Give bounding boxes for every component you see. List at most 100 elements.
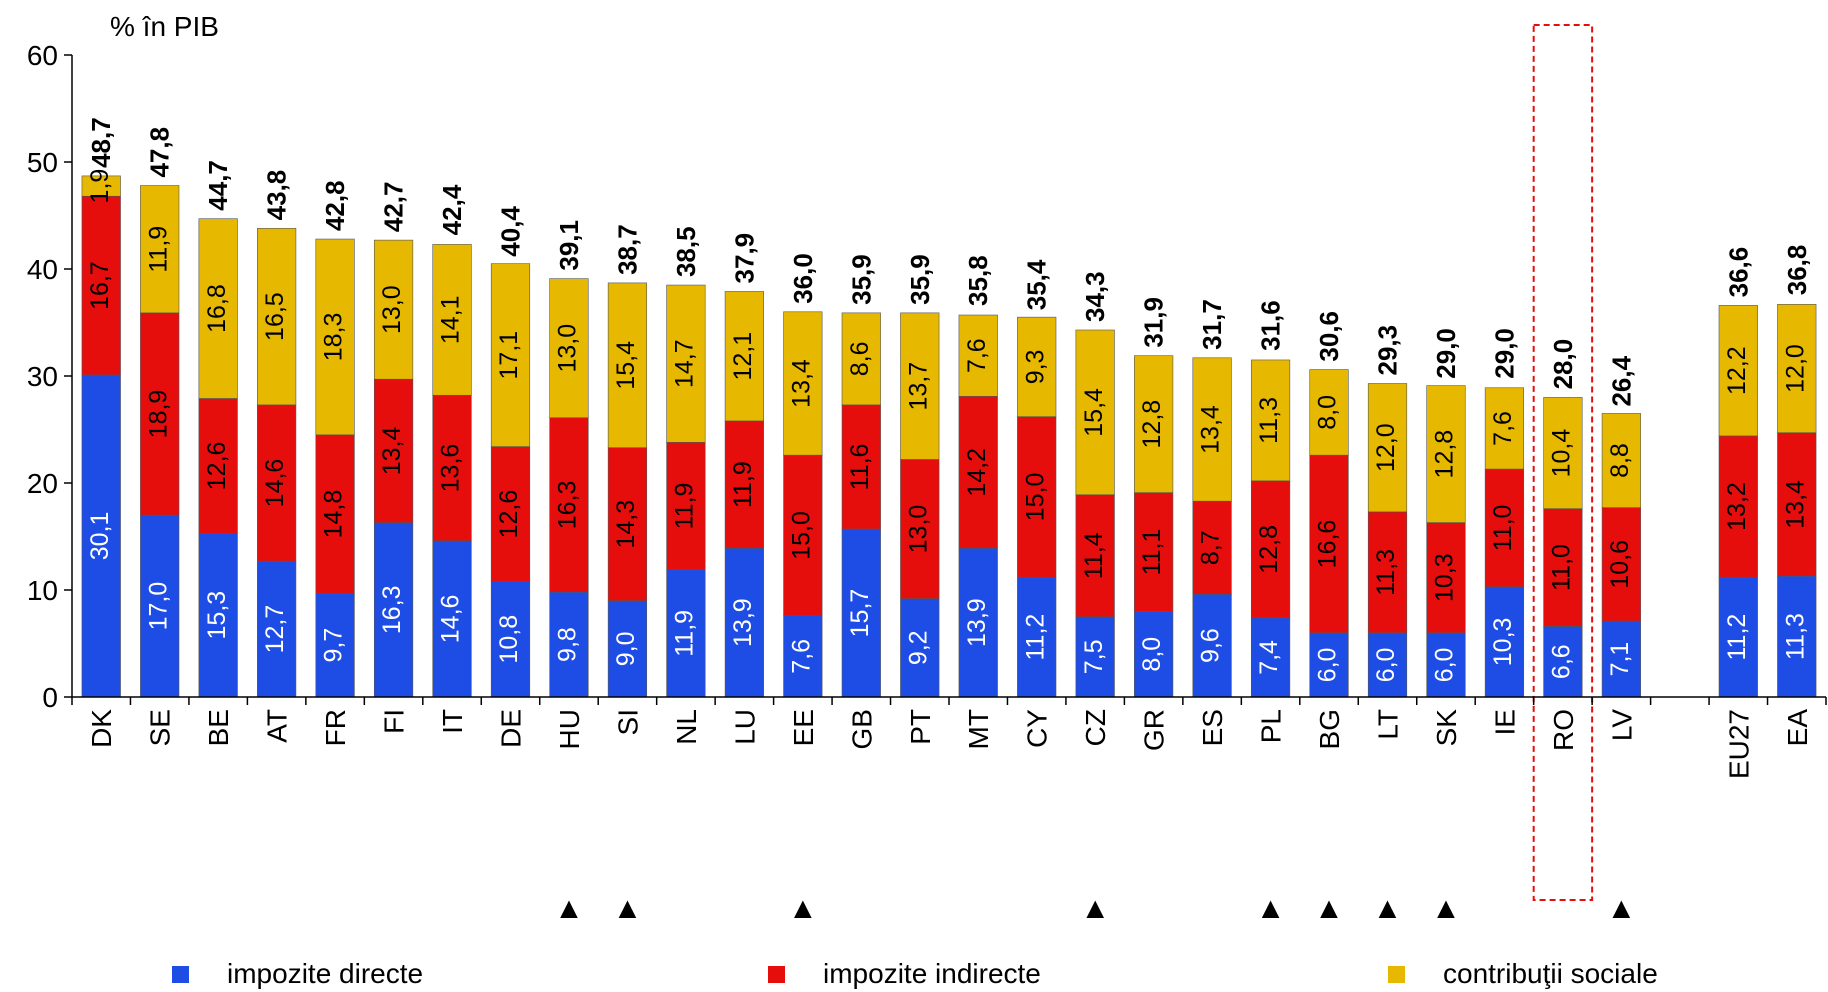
bar-segment (958, 314, 998, 397)
x-tick-label: LT (1373, 709, 1404, 740)
bar-segment (257, 560, 297, 698)
x-tick-label: NL (671, 709, 702, 745)
bar-segment (724, 291, 764, 422)
bar-segment (140, 312, 180, 516)
bar-segment (1309, 632, 1349, 698)
bar-segment (607, 447, 648, 601)
segment-value-label: 9,2 (904, 630, 932, 665)
bar-segment (1367, 383, 1408, 513)
segment-value-label: 11,0 (1548, 544, 1576, 591)
total-value-label: 29,0 (1431, 328, 1461, 379)
x-tick-label: BE (203, 709, 234, 746)
segment-value-label: 13,0 (378, 285, 406, 334)
segment-value-label: 11,1 (1138, 529, 1166, 576)
segment-value-label: 6,0 (1314, 648, 1342, 683)
x-tick-label: LU (729, 709, 760, 745)
bar-segment (1718, 305, 1758, 437)
triangle-marker: ▲ (788, 892, 818, 925)
y-tick-label: 10 (27, 575, 58, 606)
y-axis: 0 10 20 30 40 50 60 (27, 40, 73, 713)
segment-value-label: 18,3 (320, 313, 348, 362)
segment-value-label: 11,3 (1372, 549, 1400, 596)
segment-value-label: 14,6 (261, 459, 289, 508)
segment-value-label: 13,0 (554, 324, 582, 373)
total-value-label: 31,7 (1197, 299, 1227, 350)
segment-value-label: 12,6 (203, 442, 231, 491)
total-value-label: 38,7 (612, 224, 642, 275)
bar-segment (549, 417, 589, 593)
highlight-box (1532, 24, 1594, 901)
segment-value-label: 15,4 (612, 341, 640, 390)
segment-value-label: 16,5 (261, 292, 289, 341)
x-tick-label: ES (1197, 709, 1228, 746)
y-tick-label: 60 (27, 40, 58, 71)
total-value-label: 35,8 (963, 255, 993, 306)
bar-segment (666, 442, 706, 570)
total-value-label: 43,8 (262, 170, 292, 221)
segment-value-label: 12,8 (1255, 525, 1283, 574)
legend-label: contribuţii sociale (1443, 958, 1658, 989)
bars: 30,1 16,7 1,948,7 17,0 18,9 11,9 47,8 15,3 12,6 1… (81, 24, 1817, 901)
segment-value-label: 8,6 (846, 341, 874, 376)
legend-label: impozite directe (227, 958, 424, 989)
total-value-label: 26,4 (1606, 355, 1636, 406)
total-value-label: 38,5 (671, 226, 701, 277)
total-value-label: 29,0 (1489, 328, 1519, 379)
bar-segment (81, 175, 121, 197)
total-value-label: 48,7 (86, 117, 116, 168)
segment-value-label: 10,3 (1431, 553, 1459, 602)
segment-value-label: 6,0 (1431, 648, 1459, 683)
bar-segment (1309, 369, 1349, 456)
y-tick-label: 40 (27, 254, 58, 285)
bar-segment (900, 312, 940, 460)
bar-segment (1426, 632, 1466, 698)
segment-value-label: 18,9 (144, 390, 172, 439)
segment-value-label: 16,3 (554, 481, 582, 530)
triangle-marker: ▲ (1431, 892, 1461, 925)
bar-segment (373, 522, 414, 698)
x-tick-label: IE (1489, 709, 1520, 735)
bar-segment (1075, 329, 1115, 496)
segment-value-label: 10,8 (495, 615, 523, 664)
bar-segment (490, 581, 531, 698)
segment-value-label: 11,2 (1021, 614, 1049, 661)
x-tick-label: BG (1314, 709, 1345, 749)
bar-segment (1017, 576, 1057, 698)
y-tick-label: 0 (42, 682, 58, 713)
bar-segment (1718, 576, 1758, 698)
triangle-marker: ▲ (613, 892, 643, 925)
bar-segment (315, 592, 355, 698)
bar-segment (1426, 385, 1466, 523)
segment-value-label: 9,3 (1021, 350, 1049, 385)
x-tick-label: EE (788, 709, 819, 746)
bar-segment (1134, 611, 1174, 698)
bar-segment (1017, 316, 1057, 417)
segment-value-label: 7,6 (963, 338, 991, 373)
bar-segment (1543, 397, 1583, 509)
bar-segment (724, 420, 764, 549)
legend-item-directe: impozite directe (172, 958, 423, 990)
segment-value-label: 8,0 (1314, 395, 1342, 430)
segment-value-label: 13,4 (1781, 480, 1809, 529)
bar-segment (140, 514, 180, 698)
x-tick-label: FR (320, 709, 351, 746)
total-value-label: 37,9 (729, 233, 759, 284)
triangle-marker: ▲ (1607, 892, 1637, 925)
segment-value-label: 15,3 (203, 591, 231, 640)
total-value-label: 47,8 (145, 127, 175, 178)
bar-segment (81, 374, 121, 698)
segment-value-label: 13,9 (963, 598, 991, 647)
segment-value-label: 14,6 (437, 595, 465, 644)
segment-value-label: 16,8 (203, 284, 231, 333)
segment-value-label: 12,0 (1781, 344, 1809, 393)
bar-segment (1718, 435, 1758, 578)
segment-value-label: 11,2 (1723, 614, 1751, 661)
segment-value-label: 11,9 (671, 610, 699, 657)
segment-value-label: 8,7 (1197, 530, 1225, 565)
segment-value-label: 14,3 (612, 500, 640, 549)
segment-value-label: 13,6 (437, 444, 465, 493)
total-value-label: 29,3 (1373, 325, 1403, 376)
segment-value-label: 16,6 (1314, 520, 1342, 569)
bar-segment (1134, 492, 1174, 612)
segment-value-label: 11,6 (846, 444, 874, 491)
